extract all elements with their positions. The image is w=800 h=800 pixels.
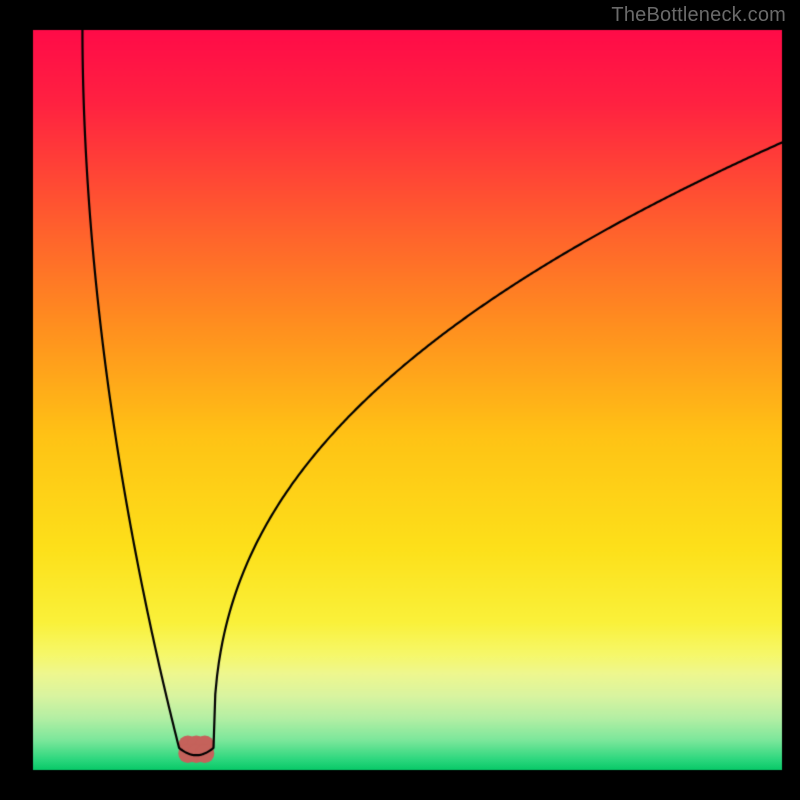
- watermark-text: TheBottleneck.com: [611, 4, 786, 27]
- chart-canvas: [0, 0, 800, 800]
- canvas-container: [0, 0, 800, 800]
- chart-frame: TheBottleneck.com: [0, 0, 800, 800]
